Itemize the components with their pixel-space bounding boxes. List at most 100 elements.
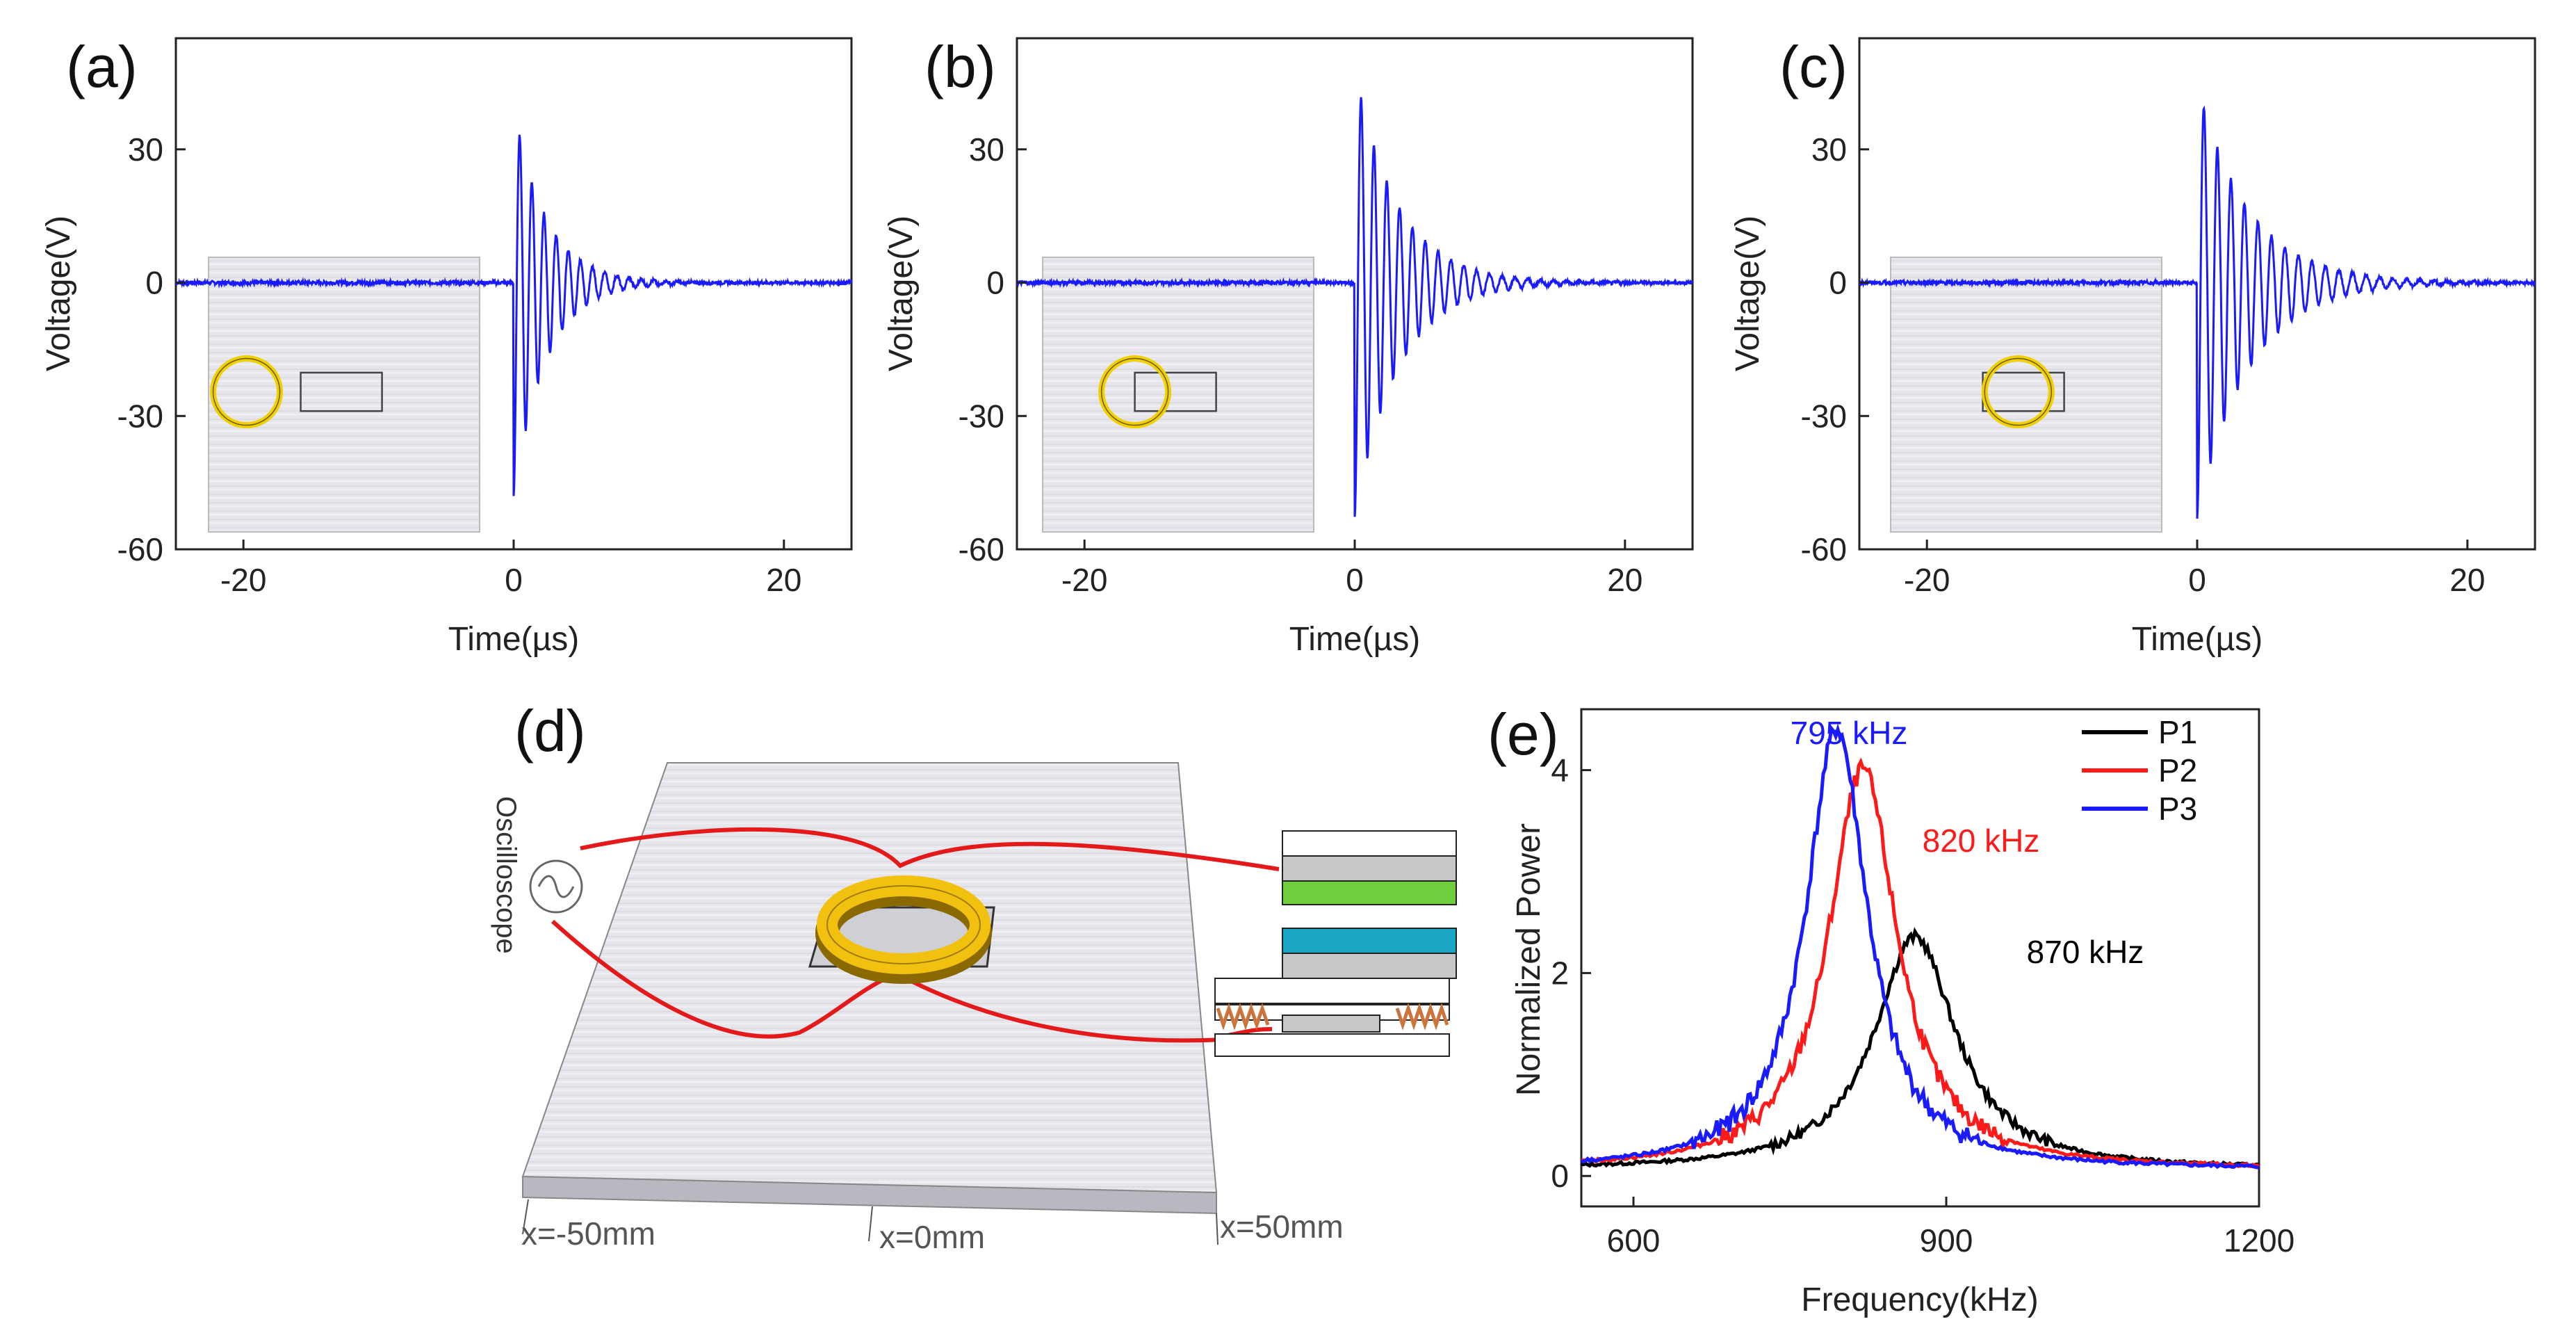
panel-a-xlabel: Time(µs)	[448, 621, 580, 658]
x-tick-label: 0	[2188, 562, 2206, 598]
stack-layer-green	[1282, 880, 1457, 905]
legend-label-P2: P2	[2158, 752, 2197, 789]
stack2-layer-base	[1214, 1033, 1450, 1057]
stack-layer-white	[1282, 830, 1457, 857]
coil-right	[1395, 1003, 1449, 1030]
y-tick-label: -60	[959, 531, 1004, 567]
inset-ring-outline	[1100, 357, 1169, 426]
inset-ring-outline	[1984, 357, 2053, 426]
y-tick-label: 2	[1551, 955, 1569, 991]
panel-e-xlabel: Frequency(kHz)	[1801, 1282, 2038, 1318]
x-label-center: x=0mm	[879, 1219, 985, 1255]
inset-plate	[208, 257, 480, 533]
panel-b-y-ticks: 30 0 -30 -60	[959, 131, 1027, 567]
panel-e-x-ticks: 600 900 1200	[1607, 1197, 2294, 1259]
inset-sensor	[300, 371, 383, 412]
coil-left	[1216, 1003, 1270, 1030]
panel-c-x-ticks: -20 0 20	[1904, 540, 2485, 598]
panel-c-xlabel: Time(µs)	[2132, 621, 2263, 658]
legend-label-P1: P1	[2158, 714, 2197, 750]
x-tick-label: 20	[1607, 562, 1642, 598]
x-tick-label: 600	[1607, 1222, 1661, 1259]
y-tick-label: 0	[986, 265, 1004, 301]
x-tick-label: 20	[2449, 562, 2485, 598]
panel-c-ylabel: Voltage(V)	[1729, 216, 1766, 371]
panel-a-trace	[175, 134, 853, 496]
oscilloscope-label: Oscilloscope	[491, 796, 521, 954]
x-tick-label: -20	[1061, 562, 1107, 598]
x-tick-label: -20	[220, 562, 266, 598]
annotation-870: 870 kHz	[2027, 934, 2144, 970]
panel-b-xlabel: Time(µs)	[1289, 621, 1421, 658]
panel-c-y-ticks: 30 0 -30 -60	[1801, 131, 1869, 567]
inset-sensor	[1134, 371, 1217, 412]
panel-a-ylabel: Voltage(V)	[40, 216, 77, 371]
x-tick-label: 0	[1346, 562, 1364, 598]
x-tick-label: 1200	[2224, 1222, 2294, 1259]
inset-plate	[1042, 257, 1314, 533]
marker-right	[1216, 1213, 1218, 1245]
marker-center	[868, 1206, 873, 1242]
inset-ring-outline	[212, 357, 281, 426]
y-tick-label: 30	[128, 131, 163, 168]
stack2-layer-cyan	[1282, 928, 1457, 954]
panel-b-ylabel: Voltage(V)	[883, 216, 920, 371]
panel-a-inset	[208, 257, 480, 533]
y-tick-label: 0	[145, 265, 163, 301]
panel-c-inset	[1890, 257, 2162, 533]
x-tick-label: 20	[766, 562, 801, 598]
panel-e-label: (e)	[1487, 702, 1559, 767]
y-tick-label: -30	[959, 398, 1004, 434]
panel-a-y-ticks: 30 0 -30 -60	[117, 131, 186, 567]
panel-c-label: (c)	[1779, 34, 1848, 99]
panel-e-y-ticks: 0 2 4	[1551, 752, 1591, 1194]
panel-a-label: (a)	[66, 34, 138, 99]
x-tick-label: 0	[505, 562, 523, 598]
series-P3-line	[1580, 723, 2259, 1170]
stack2-layer-grey	[1282, 953, 1457, 979]
ring-outline	[826, 885, 981, 964]
panel-a-x-ticks: -20 0 20	[220, 540, 801, 598]
x-label-left: x=-50mm	[521, 1215, 655, 1252]
inset-plate	[1890, 257, 2162, 533]
x-label-right: x=50mm	[1220, 1208, 1344, 1245]
panel-b-x-ticks: -20 0 20	[1061, 540, 1642, 598]
panel-b-label: (b)	[924, 34, 996, 99]
panel-d-schematic: (d) Oscilloscope	[491, 698, 1457, 1255]
annotation-820: 820 kHz	[1923, 823, 2040, 859]
y-tick-label: 0	[1551, 1158, 1569, 1194]
panel-c-chart: (c) 30 0 -30 -60 -20 0 20 Voltage(V) Time(µs)	[1729, 34, 2536, 658]
wire-bottom-right	[895, 971, 1273, 1043]
wire-bottom-left	[551, 919, 898, 1039]
panel-b-chart: (b) 30 0 -30 -60 -20 0 20 Voltage(V) Time(µs)	[883, 34, 1694, 658]
panel-b-inset	[1042, 257, 1314, 533]
panel-a-chart: (a) 30 0 -30 -60 -20 0 20 Voltage(V) Time(µs)	[40, 34, 853, 658]
series-P1-line	[1581, 927, 2260, 1168]
panel-e-ylabel: Normalized Power	[1510, 823, 1547, 1096]
stack-layer-grey	[1282, 855, 1457, 882]
stack2-sensor	[1282, 1014, 1380, 1033]
y-tick-label: 4	[1551, 752, 1569, 789]
y-tick-label: 0	[1829, 265, 1847, 301]
wire-top	[580, 827, 1280, 871]
stack2-layer-white	[1214, 978, 1450, 1004]
panel-e-series	[1580, 723, 2260, 1170]
annotation-795: 795 kHz	[1791, 715, 1908, 751]
marker-left	[522, 1199, 529, 1235]
legend-label-P3: P3	[2158, 791, 2197, 827]
sine-glyph	[537, 875, 575, 898]
panel-c-trace	[1858, 105, 2536, 519]
y-tick-label: 30	[1811, 131, 1847, 168]
y-tick-label: -30	[1801, 398, 1847, 434]
y-tick-label: -60	[1801, 531, 1847, 567]
y-tick-label: -30	[117, 398, 163, 434]
y-tick-label: 30	[969, 131, 1004, 168]
panel-e-frame	[1580, 708, 2260, 1208]
x-tick-label: -20	[1904, 562, 1950, 598]
panel-d-label: (d)	[514, 698, 586, 763]
y-tick-label: -60	[117, 531, 163, 567]
x-tick-label: 900	[1920, 1222, 1973, 1259]
